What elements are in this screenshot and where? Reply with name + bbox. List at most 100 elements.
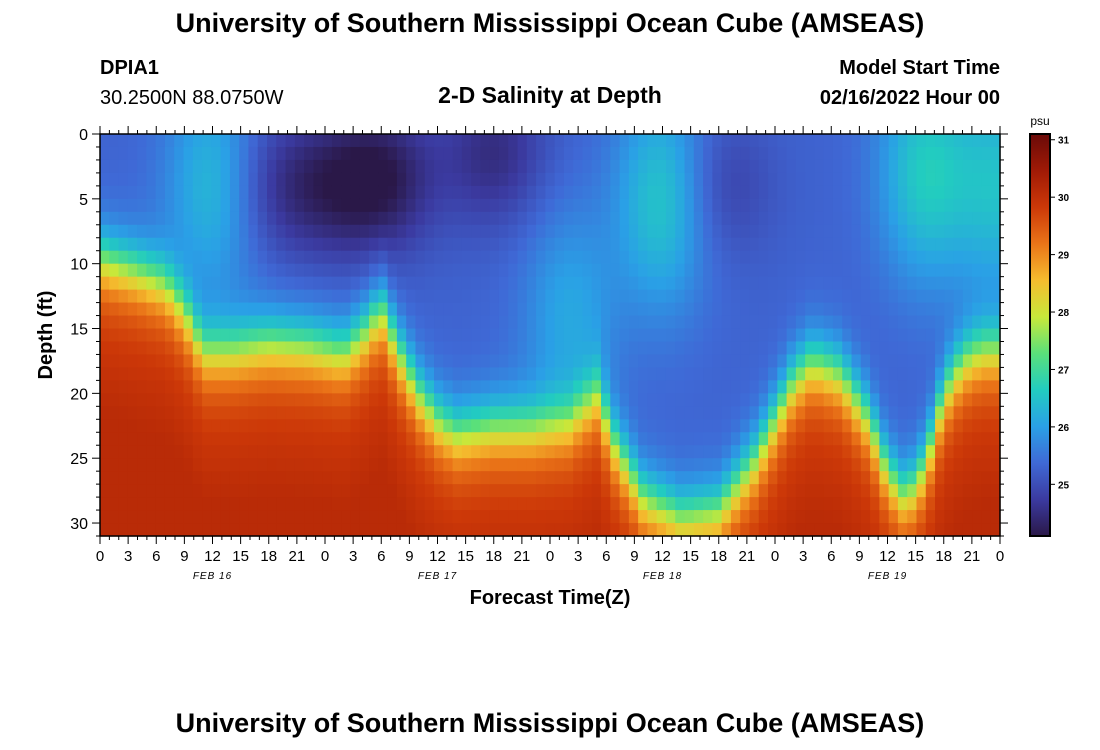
heatmap-cell [749, 263, 760, 278]
heatmap-cell [100, 237, 110, 252]
heatmap-cell [563, 354, 574, 369]
heatmap-cell [331, 380, 342, 394]
heatmap-cell [285, 471, 296, 485]
heatmap-cell [953, 432, 964, 446]
heatmap-cell [202, 263, 212, 278]
heatmap-cell [406, 445, 417, 459]
heatmap-cell [545, 510, 556, 524]
heatmap-cell [851, 484, 862, 498]
heatmap-cell [870, 523, 880, 537]
heatmap-cell [471, 237, 482, 252]
heatmap-cell [498, 380, 509, 394]
heatmap-cell [192, 497, 203, 511]
heatmap-cell [229, 211, 240, 226]
heatmap-cell [591, 289, 602, 304]
heatmap-cell [990, 328, 1001, 343]
heatmap-cell [981, 354, 992, 369]
heatmap-cell [109, 172, 120, 187]
heatmap-cell [693, 380, 704, 394]
heatmap-cell [192, 146, 203, 161]
heatmap-cell [916, 367, 927, 381]
heatmap-cell [461, 445, 472, 459]
heatmap-cell [294, 484, 305, 498]
heatmap-cell [944, 159, 955, 174]
heatmap-cell [907, 276, 918, 291]
heatmap-cell [888, 276, 899, 291]
heatmap-cell [109, 484, 120, 498]
heatmap-cell [768, 172, 778, 187]
heatmap-cell [424, 354, 435, 369]
heatmap-cell [842, 302, 853, 317]
heatmap-cell [285, 172, 296, 187]
heatmap-cell [192, 393, 203, 407]
heatmap-cell [164, 134, 175, 148]
heatmap-cell [619, 510, 630, 524]
heatmap-cell [684, 134, 695, 148]
heatmap-cell [879, 510, 890, 524]
heatmap-cell [276, 471, 287, 485]
heatmap-cell [480, 263, 491, 278]
heatmap-cell [331, 289, 342, 304]
day-label: FEB 18 [643, 571, 682, 582]
heatmap-cell [443, 159, 454, 174]
heatmap-cell [304, 224, 314, 239]
heatmap-cell [591, 276, 602, 291]
heatmap-cell [109, 341, 120, 356]
heatmap-cell [768, 367, 778, 381]
heatmap-cell [220, 445, 231, 459]
heatmap-cell [795, 315, 806, 330]
heatmap-cell [721, 445, 732, 459]
heatmap-cell [350, 354, 361, 369]
heatmap-cell [554, 445, 565, 459]
heatmap-cell [619, 302, 630, 317]
heatmap-cell [526, 224, 537, 239]
heatmap-cell [925, 341, 936, 356]
heatmap-cell [573, 380, 584, 394]
heatmap-cell [897, 406, 908, 420]
heatmap-cell [795, 250, 806, 265]
heatmap-cell [118, 380, 129, 394]
heatmap-cell [907, 172, 918, 187]
heatmap-cell [647, 328, 658, 343]
heatmap-cell [675, 393, 686, 407]
colorbar-tick-label: 25 [1058, 480, 1070, 491]
heatmap-cell [907, 159, 918, 174]
heatmap-cell [554, 497, 565, 511]
heatmap-cell [127, 315, 138, 330]
heatmap-cell [786, 211, 797, 226]
heatmap-cell [628, 510, 639, 524]
heatmap-cell [248, 185, 259, 200]
heatmap-cell [786, 445, 797, 459]
heatmap-cell [721, 406, 732, 420]
heatmap-cell [638, 367, 649, 381]
heatmap-cell [239, 146, 250, 161]
heatmap-cell [656, 185, 667, 200]
heatmap-cell [665, 354, 676, 369]
heatmap-cell [137, 497, 147, 511]
heatmap-cell [768, 523, 778, 537]
heatmap-cell [582, 354, 593, 369]
heatmap-cell [582, 146, 593, 161]
heatmap-cell [480, 250, 491, 265]
heatmap-cell [387, 354, 398, 369]
heatmap-cell [693, 289, 704, 304]
heatmap-cell [118, 134, 129, 148]
heatmap-cell [536, 341, 546, 356]
heatmap-cell [563, 302, 574, 317]
heatmap-cell [601, 445, 611, 459]
heatmap-cell [721, 146, 732, 161]
heatmap-cell [935, 406, 945, 420]
heatmap-cell [712, 146, 723, 161]
heatmap-cell [870, 224, 880, 239]
heatmap-cell [981, 406, 992, 420]
heatmap-cell [851, 380, 862, 394]
heatmap-cell [202, 224, 212, 239]
heatmap-cell [155, 289, 166, 304]
heatmap-cell [554, 510, 565, 524]
heatmap-cell [155, 367, 166, 381]
heatmap-cell [972, 432, 983, 446]
heatmap-cell [211, 289, 222, 304]
heatmap-cell [378, 471, 389, 485]
heatmap-cell [489, 367, 500, 381]
heatmap-cell [786, 315, 797, 330]
